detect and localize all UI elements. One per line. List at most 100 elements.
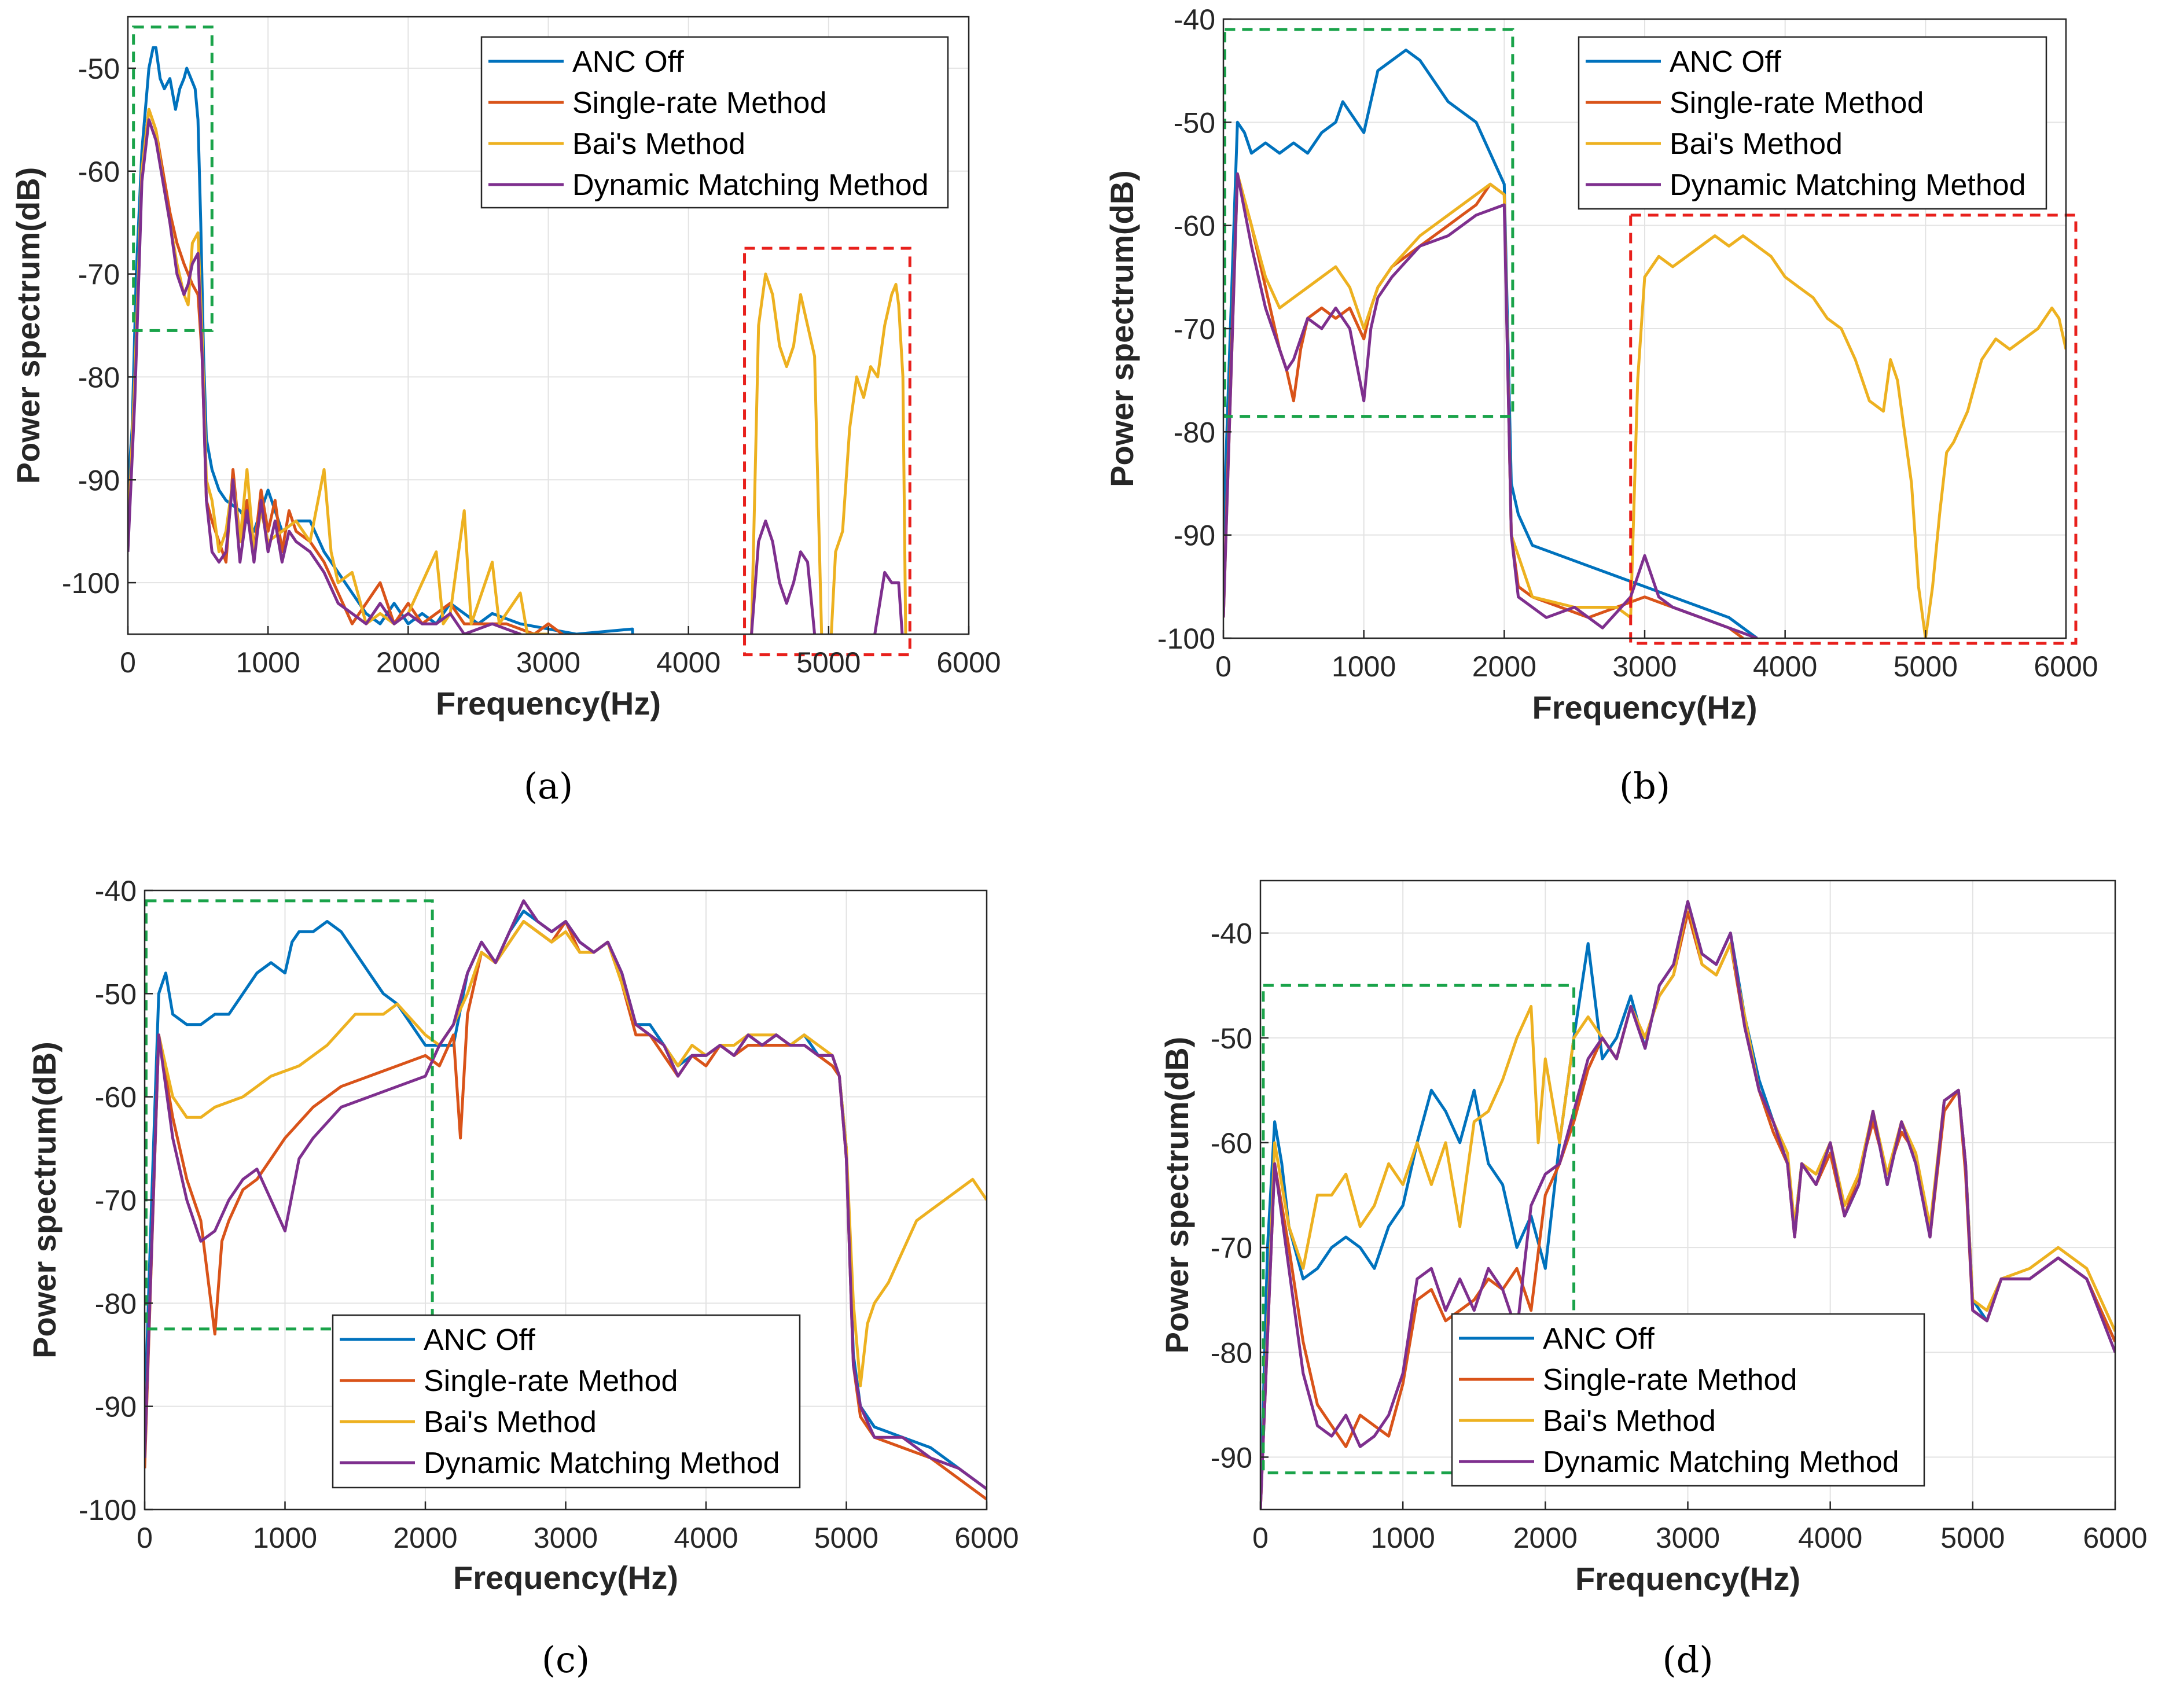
- x-axis-label: Frequency(Hz): [1575, 1560, 1800, 1597]
- series-line-dynamic: [128, 118, 904, 634]
- green-highlight-box: [144, 899, 434, 1331]
- legend-label: Bai's Method: [572, 127, 745, 161]
- legend-label: Bai's Method: [424, 1405, 597, 1439]
- y-tick-label: -40: [1174, 3, 1215, 36]
- legend-label: Single-rate Method: [572, 86, 826, 120]
- y-tick-label: -60: [95, 1081, 137, 1114]
- x-tick-label: 1000: [1371, 1522, 1435, 1554]
- x-tick-label: 3000: [1656, 1522, 1720, 1554]
- x-tick-label: 4000: [674, 1522, 738, 1554]
- y-tick-label: -80: [78, 361, 120, 393]
- y-tick-label: -70: [1174, 313, 1215, 345]
- y-tick-label: -60: [78, 156, 120, 188]
- legend-label: Single-rate Method: [1670, 86, 1924, 120]
- x-axis-label: Frequency(Hz): [436, 685, 661, 722]
- y-tick-label: -80: [1211, 1337, 1252, 1369]
- legend-box: [332, 1314, 801, 1489]
- y-tick-label: -100: [62, 567, 120, 599]
- y-tick-label: -70: [95, 1184, 137, 1217]
- panel-caption: (d): [1662, 1639, 1713, 1681]
- x-tick-label: 0: [1252, 1522, 1269, 1554]
- x-tick-label: 0: [1215, 650, 1231, 683]
- x-axis-label: Frequency(Hz): [453, 1559, 678, 1596]
- y-axis-label: Power spectrum(dB): [1159, 1037, 1195, 1354]
- red-highlight-box: [1629, 214, 2078, 645]
- legend-label: ANC Off: [572, 45, 684, 79]
- y-axis-label: Power spectrum(dB): [1104, 170, 1140, 487]
- y-tick-label: -50: [78, 53, 120, 85]
- y-axis-label: Power spectrum(dB): [10, 167, 46, 484]
- legend-label: Dynamic Matching Method: [424, 1446, 780, 1480]
- y-axis-label: Power spectrum(dB): [26, 1041, 63, 1359]
- legend-label: Dynamic Matching Method: [572, 168, 929, 202]
- y-tick-label: -100: [1157, 623, 1215, 655]
- panel-caption: (c): [542, 1639, 590, 1681]
- y-tick-label: -40: [95, 875, 137, 907]
- x-tick-label: 3000: [1612, 650, 1677, 683]
- legend: ANC Off Single-rate Method Bai's Method Dyn…: [480, 36, 949, 209]
- x-tick-label: 2000: [1513, 1522, 1578, 1554]
- legend-label: Dynamic Matching Method: [1670, 168, 2026, 202]
- legend-box: [1451, 1313, 1925, 1487]
- legend-label: Dynamic Matching Method: [1543, 1445, 1899, 1479]
- y-tick-label: -90: [78, 464, 120, 496]
- y-tick-label: -90: [95, 1391, 137, 1423]
- y-tick-label: -60: [1174, 210, 1215, 242]
- legend: ANC Off Single-rate Method Bai's Method Dyn…: [1451, 1313, 1925, 1487]
- y-tick-label: -70: [1211, 1232, 1252, 1264]
- y-tick-label: -50: [1211, 1022, 1252, 1055]
- x-tick-label: 6000: [2083, 1522, 2147, 1554]
- legend: ANC Off Single-rate Method Bai's Method Dyn…: [332, 1314, 801, 1489]
- y-tick-label: -90: [1211, 1441, 1252, 1474]
- legend-box: [1578, 36, 2047, 210]
- series-line-bai: [1223, 172, 2066, 638]
- panel-c: 0 1000 2000 3000 4000 5000 6000 -100 -90 -80 -70 -6…: [26, 875, 1019, 1681]
- x-tick-label: 3000: [516, 646, 580, 679]
- x-tick-label: 4000: [656, 646, 720, 679]
- y-tick-label: -50: [95, 978, 137, 1010]
- y-tick-label: -80: [1174, 416, 1215, 448]
- series-line-anc-off: [1223, 49, 1758, 638]
- x-tick-label: 5000: [796, 646, 861, 679]
- x-tick-label: 2000: [393, 1522, 457, 1554]
- panel-caption: (a): [524, 765, 573, 807]
- y-tick-label: -90: [1174, 520, 1215, 552]
- legend: ANC Off Single-rate Method Bai's Method Dyn…: [1578, 36, 2047, 210]
- y-tick-label: -50: [1174, 106, 1215, 139]
- legend-label: Bai's Method: [1543, 1404, 1716, 1438]
- legend-label: Single-rate Method: [424, 1364, 678, 1398]
- red-highlight-box: [743, 246, 911, 657]
- x-tick-label: 0: [137, 1522, 153, 1554]
- green-highlight-box: [132, 25, 214, 332]
- y-tick-label: -80: [95, 1287, 137, 1320]
- y-tick-label: -40: [1211, 918, 1252, 950]
- series-line-dynamic: [1223, 172, 1758, 638]
- x-tick-label: 1000: [253, 1522, 317, 1554]
- panel-d: 0 1000 2000 3000 4000 5000 6000 -90 -80 -70 -60 -50…: [1159, 879, 2148, 1681]
- series-line-dynamic: [145, 899, 987, 1490]
- y-tick-label: -60: [1211, 1127, 1252, 1159]
- x-tick-label: 5000: [1894, 650, 1958, 683]
- x-tick-label: 1000: [236, 646, 300, 679]
- x-axis-label: Frequency(Hz): [1532, 689, 1758, 726]
- x-tick-label: 2000: [376, 646, 440, 679]
- x-tick-label: 2000: [1472, 650, 1536, 683]
- green-highlight-box: [1223, 28, 1514, 418]
- x-tick-label: 6000: [954, 1522, 1019, 1554]
- x-tick-label: 4000: [1798, 1522, 1862, 1554]
- legend-label: Single-rate Method: [1543, 1363, 1797, 1397]
- panel-b: 0 1000 2000 3000 4000 5000 6000 -100 -90 -80 -70 -6…: [1104, 3, 2098, 807]
- y-tick-label: -70: [78, 259, 120, 291]
- y-tick-label: -100: [79, 1494, 137, 1526]
- x-tick-label: 0: [120, 646, 136, 679]
- x-tick-label: 5000: [1940, 1522, 2005, 1554]
- x-tick-label: 1000: [1332, 650, 1396, 683]
- x-tick-label: 3000: [534, 1522, 598, 1554]
- series-line-single-rate: [128, 108, 564, 634]
- x-tick-label: 4000: [1753, 650, 1817, 683]
- panel-a: 0 1000 2000 3000 4000 5000 6000 -100 -90 -80 -70 -6…: [10, 16, 1001, 807]
- legend-label: ANC Off: [1543, 1322, 1655, 1356]
- legend-box: [480, 36, 949, 209]
- legend-label: ANC Off: [424, 1323, 535, 1357]
